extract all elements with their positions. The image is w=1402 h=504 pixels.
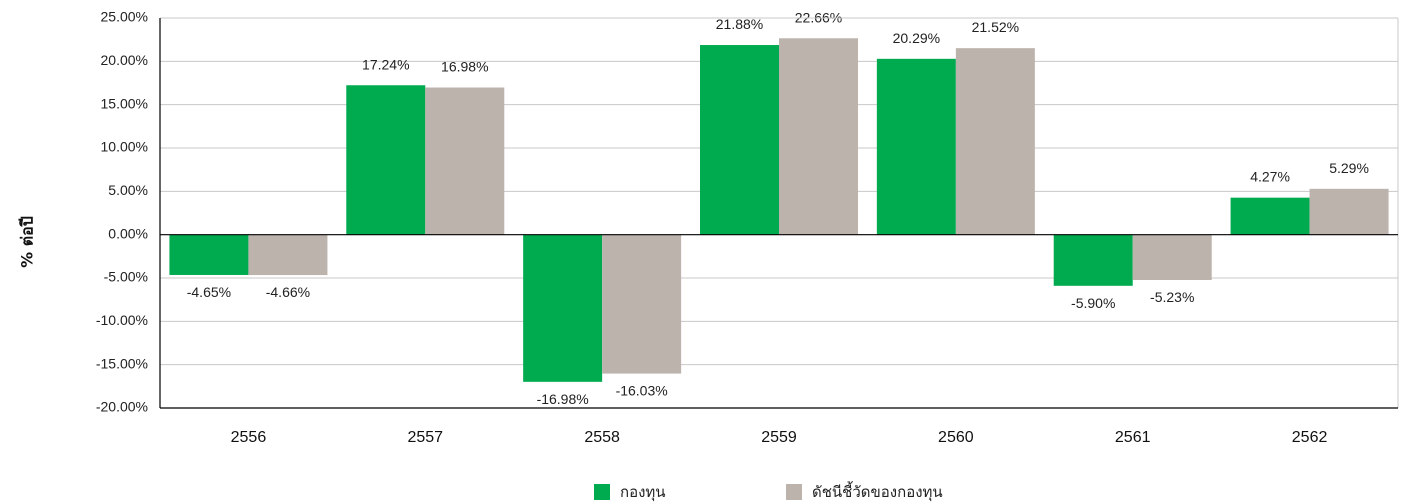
y-tick-label: 25.00% xyxy=(101,9,148,25)
bar-benchmark-2559 xyxy=(779,38,858,235)
y-tick-label: 10.00% xyxy=(101,139,148,155)
y-tick-label: 0.00% xyxy=(108,225,148,241)
y-tick-label: -20.00% xyxy=(96,399,148,415)
axes xyxy=(159,17,1399,409)
data-label: -16.98% xyxy=(537,391,589,407)
bar-benchmark-2560 xyxy=(955,48,1035,235)
bar-fund-2561 xyxy=(1053,234,1133,286)
y-tick-label: -10.00% xyxy=(96,312,148,328)
x-tick-label: 2558 xyxy=(584,429,620,446)
bar-fund-2562 xyxy=(1230,197,1310,235)
data-label: -5.90% xyxy=(1071,295,1115,311)
y-tick-label: 20.00% xyxy=(101,52,148,68)
data-label: 22.66% xyxy=(795,9,842,25)
legend-label: ดัชนีชี้วัดของกองทุน xyxy=(812,481,943,502)
x-tick-label: 2556 xyxy=(231,429,267,446)
data-label: 20.29% xyxy=(893,30,940,46)
bars xyxy=(169,38,1389,382)
y-tick-label: -15.00% xyxy=(96,355,148,371)
x-tick-label: 2557 xyxy=(407,429,443,446)
legend: กองทุน ดัชนีชี้วัดของกองทุน xyxy=(594,481,943,502)
data-label: 4.27% xyxy=(1250,169,1290,185)
bar-benchmark-2556 xyxy=(248,234,328,276)
bar-benchmark-2558 xyxy=(602,234,682,374)
legend-swatch xyxy=(594,484,610,500)
x-tick-label: 2562 xyxy=(1292,429,1328,446)
x-axis-categories: 2556 2557 2558 2559 2560 2561 2562 xyxy=(231,429,1328,446)
bar-benchmark-2561 xyxy=(1132,234,1212,280)
legend-swatch xyxy=(786,484,802,500)
y-tick-label: 15.00% xyxy=(101,95,148,111)
data-label: 16.98% xyxy=(441,59,488,75)
bar-fund-2557 xyxy=(346,85,426,235)
bar-fund-2559 xyxy=(700,45,779,235)
data-label: 5.29% xyxy=(1329,160,1369,176)
data-label: 21.52% xyxy=(972,19,1019,35)
data-label: -4.65% xyxy=(187,284,231,300)
data-label: -16.03% xyxy=(616,383,668,399)
data-label: -4.66% xyxy=(266,284,310,300)
x-tick-label: 2561 xyxy=(1115,429,1151,446)
data-label: 21.88% xyxy=(716,16,763,32)
x-tick-label: 2559 xyxy=(761,429,797,446)
y-axis-label: % ต่อปี xyxy=(18,216,37,268)
bar-fund-2556 xyxy=(169,234,249,275)
y-axis-ticks: 25.00% 20.00% 15.00% 10.00% 5.00% 0.00% -5.00%… xyxy=(96,9,148,415)
y-tick-label: 5.00% xyxy=(108,182,148,198)
data-label: -5.23% xyxy=(1150,289,1194,305)
data-label: 17.24% xyxy=(362,56,409,72)
bar-benchmark-2562 xyxy=(1309,188,1389,235)
bar-benchmark-2557 xyxy=(425,87,505,235)
y-tick-label: -5.00% xyxy=(104,269,148,285)
bar-fund-2558 xyxy=(523,234,603,382)
data-labels: -4.65% -4.66% 17.24% 16.98% -16.98% -16.03% 21… xyxy=(187,9,1369,407)
legend-label: กองทุน xyxy=(620,483,666,502)
x-tick-label: 2560 xyxy=(938,429,974,446)
bar-fund-2560 xyxy=(876,58,956,235)
